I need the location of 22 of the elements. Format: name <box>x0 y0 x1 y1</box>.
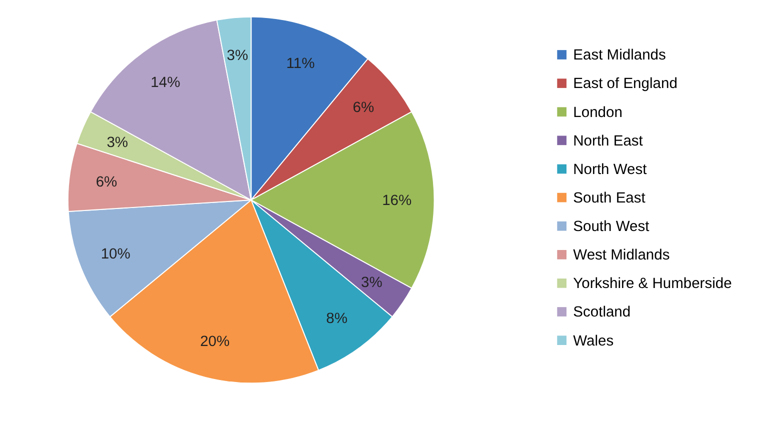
legend-label: North West <box>573 162 647 178</box>
legend-label: London <box>573 104 622 121</box>
legend-label: Wales <box>573 333 614 350</box>
data-label: 6% <box>352 100 374 116</box>
data-label: 16% <box>382 192 412 209</box>
data-label: 20% <box>200 334 230 350</box>
legend-label: Yorkshire & Humberside <box>573 276 732 292</box>
data-label: 3% <box>106 135 128 152</box>
data-label: 3% <box>226 48 248 64</box>
data-label: 14% <box>150 75 180 92</box>
data-label: 8% <box>326 310 348 327</box>
data-label: 10% <box>100 246 130 263</box>
data-label: 6% <box>96 174 118 191</box>
legend-label: South East <box>573 190 646 206</box>
legend-label: East of England <box>573 76 678 92</box>
data-label: 11% <box>286 56 315 72</box>
legend-label: East Midlands <box>573 48 666 64</box>
legend-label: West Midlands <box>573 248 670 264</box>
legend-label: North East <box>573 133 643 150</box>
data-label: 3% <box>360 274 382 291</box>
legend-label: South West <box>573 219 650 236</box>
legend-label: Scotland <box>573 304 631 321</box>
